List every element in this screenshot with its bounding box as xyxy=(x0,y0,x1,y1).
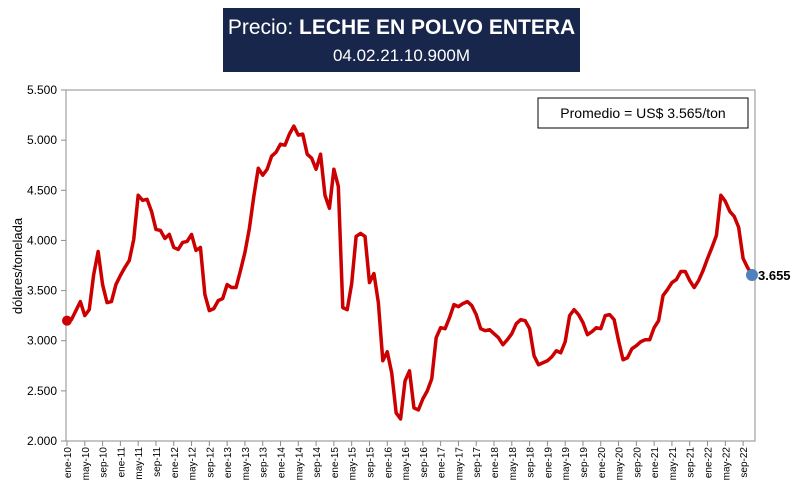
x-tick-label: ene-22 xyxy=(704,447,715,479)
last-value-label: 3.655 xyxy=(758,268,791,283)
y-tick-label: 4.500 xyxy=(27,183,57,197)
y-tick-label: 2.000 xyxy=(27,434,57,448)
series-line xyxy=(65,124,754,421)
y-axis-label: dólares/tonelada xyxy=(10,217,25,314)
chart-subtitle-code: 04.02.21.10.900M xyxy=(332,46,471,65)
y-tick-label: 5.000 xyxy=(27,133,57,147)
last-point-marker xyxy=(746,269,758,282)
x-tick-label: sep-20 xyxy=(632,447,643,478)
x-tick-label: ene-11 xyxy=(116,447,127,478)
x-tick-label: may-16 xyxy=(401,447,412,481)
x-tick-label: may-17 xyxy=(454,447,465,481)
y-axis: 2.000 2.500 3.000 3.500 4.000 4.500 5.000 5.500 xyxy=(27,83,66,448)
average-annotation-text: Promedio = US$ 3.565/ton xyxy=(560,105,725,121)
x-tick-label: ene-20 xyxy=(597,447,608,479)
first-point-marker xyxy=(62,315,72,326)
x-tick-label: sep-18 xyxy=(526,447,537,478)
x-tick-label: sep-15 xyxy=(365,447,376,478)
x-tick-label: sep-10 xyxy=(99,447,110,478)
chart-title: Precio: LECHE EN POLVO ENTERA xyxy=(223,15,580,41)
x-tick-label: sep-21 xyxy=(686,447,697,478)
x-tick-label: sep-22 xyxy=(739,447,750,478)
y-tick-label: 3.500 xyxy=(27,284,57,298)
x-tick-label: ene-13 xyxy=(223,447,234,479)
chart-title-box: Precio: LECHE EN POLVO ENTERA 04.02.21.1… xyxy=(223,8,580,72)
title-prefix: Precio: xyxy=(227,16,300,39)
x-tick-label: sep-16 xyxy=(419,447,430,478)
x-tick-label: sep-12 xyxy=(205,447,216,478)
x-tick-label: may-22 xyxy=(721,447,732,481)
average-annotation-box: Promedio = US$ 3.565/ton xyxy=(537,97,749,129)
x-tick-label: may-20 xyxy=(615,447,626,481)
x-tick-label: sep-14 xyxy=(312,447,323,478)
x-tick-label: sep-17 xyxy=(472,447,483,478)
y-tick-label: 3.000 xyxy=(27,334,57,348)
y-tick-label: 5.500 xyxy=(27,83,57,97)
x-tick-label: may-11 xyxy=(134,447,145,480)
x-axis: ene-10 may-10 sep-10 ene-11 may-11 sep-11 ene-… xyxy=(63,441,750,480)
title-product: LECHE EN POLVO ENTERA xyxy=(299,16,576,39)
x-tick-label: may-21 xyxy=(668,447,679,481)
x-tick-label: sep-19 xyxy=(579,447,590,478)
x-tick-label: ene-14 xyxy=(277,447,288,479)
x-tick-label: may-14 xyxy=(294,447,305,481)
x-tick-label: may-12 xyxy=(188,447,199,481)
x-tick-label: may-10 xyxy=(81,447,92,481)
x-tick-label: ene-12 xyxy=(170,447,181,479)
x-tick-label: ene-21 xyxy=(650,447,661,479)
x-tick-label: may-19 xyxy=(561,447,572,481)
x-tick-label: ene-19 xyxy=(543,447,554,479)
x-tick-label: may-13 xyxy=(241,447,252,481)
x-tick-label: sep-11 xyxy=(152,447,163,477)
x-tick-label: ene-18 xyxy=(490,447,501,479)
x-tick-label: ene-17 xyxy=(437,447,448,479)
series-group: 3.655 xyxy=(62,124,791,421)
x-tick-label: may-18 xyxy=(508,447,519,481)
x-tick-label: sep-13 xyxy=(259,447,270,478)
x-tick-label: may-15 xyxy=(348,447,359,481)
x-tick-label: ene-15 xyxy=(330,447,341,479)
y-tick-label: 2.500 xyxy=(27,384,57,398)
x-tick-label: ene-10 xyxy=(63,447,74,479)
y-tick-label: 4.000 xyxy=(27,233,57,247)
x-tick-label: ene-16 xyxy=(383,447,394,479)
